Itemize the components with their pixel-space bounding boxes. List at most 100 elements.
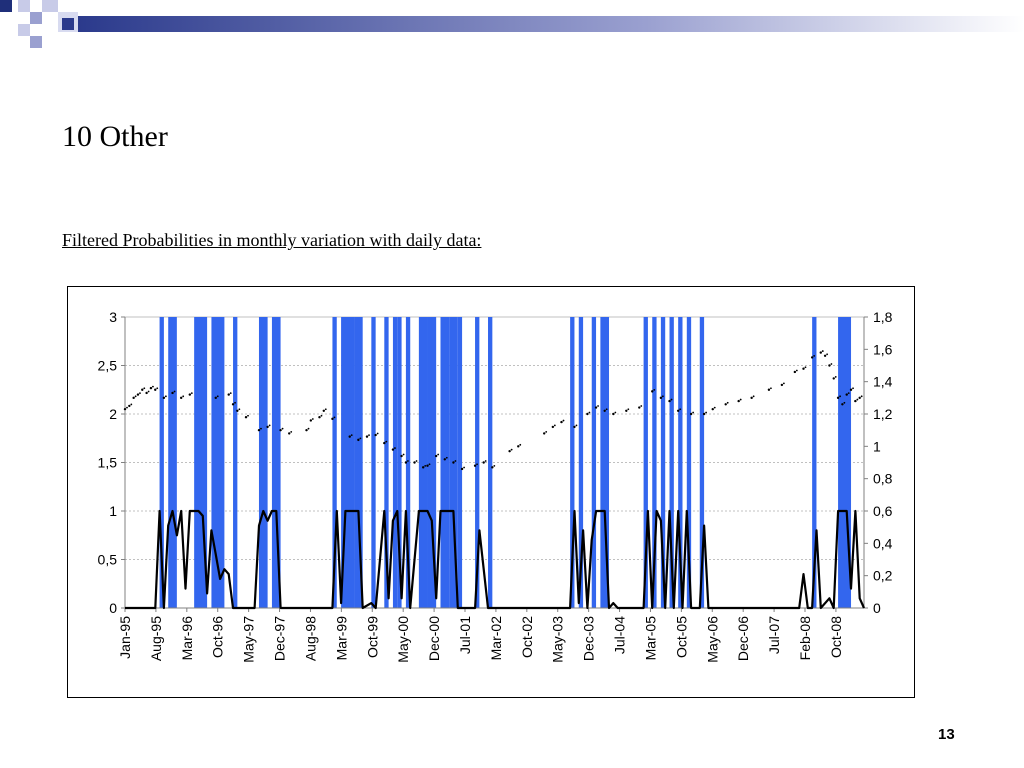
price-point bbox=[659, 396, 663, 400]
price-point bbox=[852, 387, 854, 390]
x-tick-label: Jul-07 bbox=[766, 616, 782, 654]
x-tick-label: Dec-97 bbox=[272, 616, 288, 661]
price-point bbox=[638, 406, 641, 409]
price-point bbox=[154, 388, 157, 391]
price-point bbox=[257, 428, 261, 432]
price-point bbox=[171, 391, 174, 395]
x-tick-label: Jul-01 bbox=[457, 616, 473, 654]
price-point bbox=[726, 401, 729, 404]
price-point bbox=[702, 412, 706, 416]
price-point bbox=[828, 364, 831, 367]
price-point bbox=[476, 463, 478, 466]
price-point bbox=[400, 454, 403, 458]
price-point bbox=[605, 408, 608, 411]
x-tick-label: Mar-05 bbox=[642, 616, 658, 661]
price-point bbox=[145, 391, 148, 395]
price-point bbox=[804, 366, 807, 369]
price-point bbox=[307, 427, 310, 430]
price-point bbox=[625, 409, 628, 412]
x-tick-label: Aug-95 bbox=[148, 616, 164, 661]
regime-band bbox=[812, 317, 817, 608]
price-point bbox=[653, 388, 656, 391]
regime-band bbox=[669, 317, 674, 608]
regime-band bbox=[699, 317, 705, 608]
price-point bbox=[322, 409, 325, 412]
price-point bbox=[823, 354, 827, 357]
price-point bbox=[510, 448, 513, 451]
price-point bbox=[231, 403, 235, 406]
y-right-tick-label: 0,6 bbox=[873, 503, 893, 519]
regime-band bbox=[271, 317, 281, 608]
price-point bbox=[560, 420, 563, 424]
price-point bbox=[724, 403, 727, 406]
price-point bbox=[845, 393, 848, 396]
price-point bbox=[247, 414, 249, 417]
price-point bbox=[551, 425, 555, 429]
price-point bbox=[318, 416, 321, 419]
price-point bbox=[188, 393, 192, 396]
price-point bbox=[854, 399, 857, 403]
price-point bbox=[402, 453, 405, 456]
price-point bbox=[391, 448, 395, 451]
regime-band bbox=[600, 317, 610, 608]
x-tick-label: May-97 bbox=[241, 616, 257, 663]
price-point bbox=[279, 428, 282, 432]
regime-band bbox=[488, 317, 493, 608]
price-point bbox=[575, 424, 578, 427]
price-point bbox=[640, 405, 643, 407]
x-tick-label: Jan-95 bbox=[117, 616, 133, 659]
y-left-tick-label: 1 bbox=[109, 503, 117, 519]
price-point bbox=[843, 401, 846, 404]
regime-band bbox=[354, 317, 363, 608]
price-point bbox=[752, 395, 755, 398]
chart-subtitle: Filtered Probabilities in monthly variat… bbox=[62, 230, 482, 250]
price-point bbox=[780, 383, 784, 387]
y-right-tick-label: 1,6 bbox=[873, 341, 893, 357]
price-point bbox=[676, 409, 680, 412]
y-right-tick-label: 0,8 bbox=[873, 471, 893, 487]
x-tick-label: Mar-96 bbox=[179, 616, 195, 661]
price-point bbox=[227, 393, 230, 396]
price-point bbox=[819, 351, 822, 354]
price-point bbox=[858, 396, 861, 400]
price-point bbox=[156, 387, 159, 390]
price-point bbox=[421, 466, 425, 469]
probability-line bbox=[125, 509, 866, 610]
regime-band bbox=[258, 317, 268, 608]
y-left-tick-label: 0 bbox=[109, 600, 117, 616]
price-point bbox=[460, 467, 464, 471]
x-tick-label: Dec-00 bbox=[426, 616, 442, 661]
price-point bbox=[463, 466, 465, 469]
regime-band bbox=[475, 317, 480, 608]
price-point bbox=[229, 392, 232, 394]
price-point bbox=[612, 412, 615, 416]
price-point bbox=[130, 403, 133, 406]
x-tick-label: Mar-99 bbox=[333, 616, 349, 661]
price-point bbox=[692, 411, 695, 414]
regime-band bbox=[427, 317, 437, 608]
price-point bbox=[331, 417, 334, 421]
regime-band bbox=[371, 317, 376, 608]
y-right-tick-label: 1,8 bbox=[873, 309, 893, 325]
x-tick-label: Oct-02 bbox=[519, 616, 535, 658]
price-point bbox=[415, 460, 418, 462]
y-right-tick-label: 0,4 bbox=[873, 535, 893, 551]
x-tick-label: Oct-96 bbox=[210, 616, 226, 658]
price-point bbox=[454, 460, 457, 462]
price-point bbox=[305, 428, 308, 432]
price-point bbox=[179, 396, 183, 400]
price-point bbox=[679, 408, 682, 411]
price-point bbox=[216, 395, 219, 398]
price-point bbox=[770, 387, 772, 390]
price-point bbox=[404, 461, 408, 464]
regime-band bbox=[652, 317, 657, 608]
price-point bbox=[713, 406, 716, 409]
price-point bbox=[244, 416, 248, 419]
price-point bbox=[288, 432, 291, 435]
price-point bbox=[214, 396, 217, 400]
price-point bbox=[705, 411, 707, 414]
y-left-tick-label: 1,5 bbox=[98, 455, 118, 471]
price-point bbox=[473, 464, 477, 467]
regime-band bbox=[384, 317, 389, 608]
price-point bbox=[597, 405, 599, 407]
